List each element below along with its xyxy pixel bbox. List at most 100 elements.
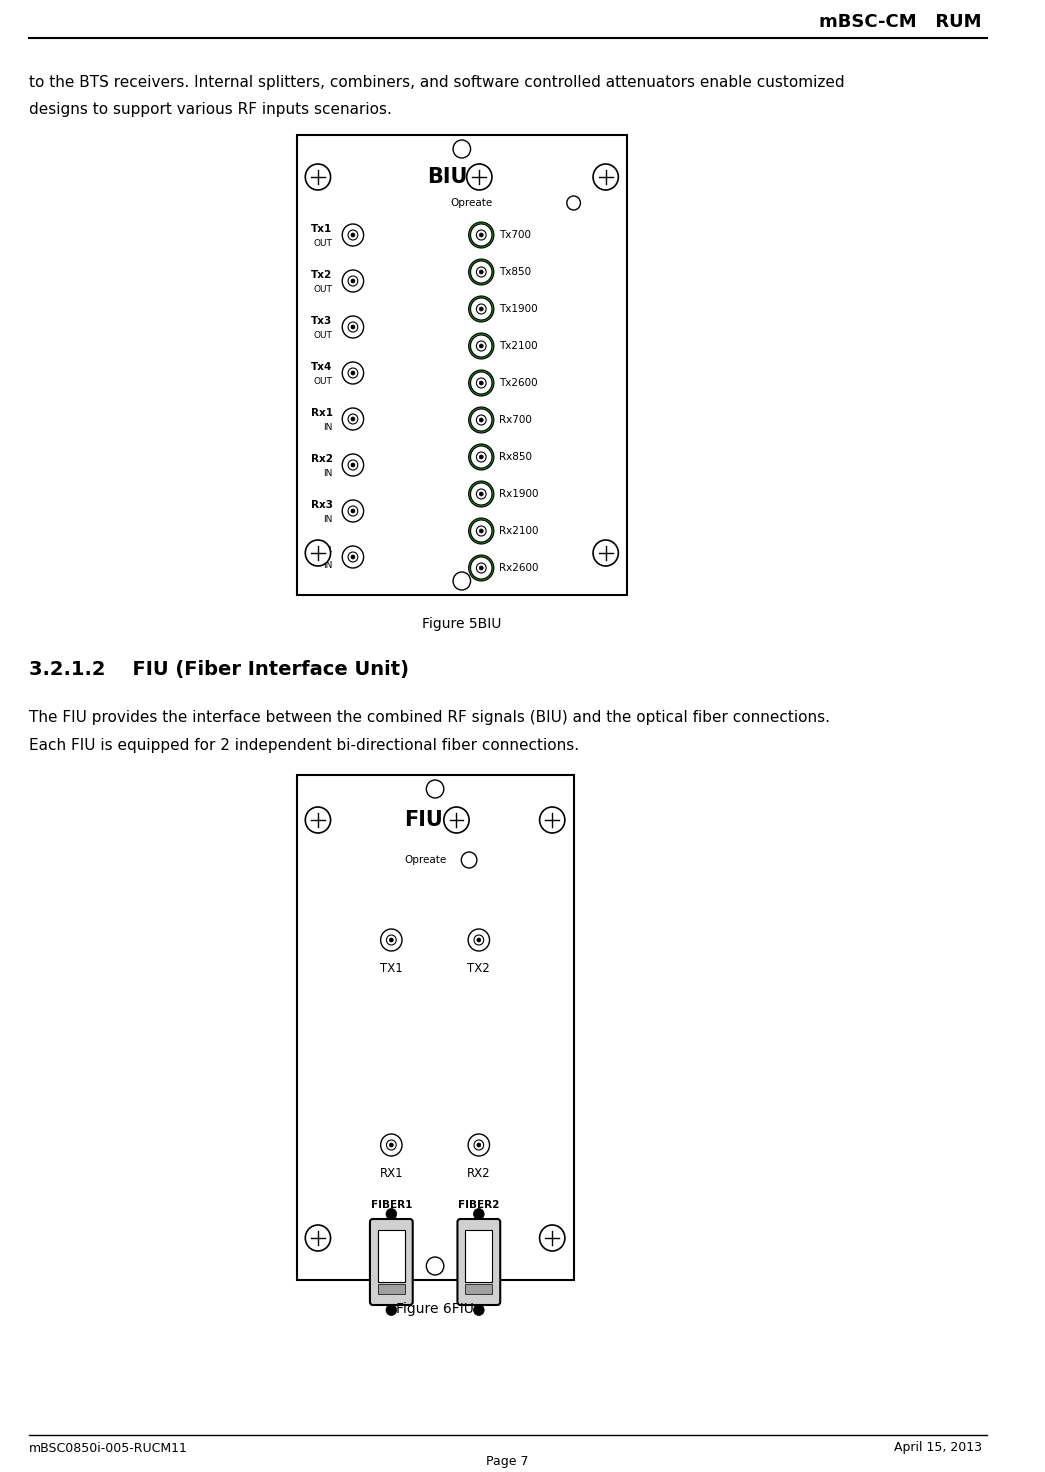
Circle shape [477,562,486,573]
Bar [297,774,574,1281]
Circle shape [342,316,364,339]
Circle shape [468,406,494,433]
Circle shape [480,418,483,422]
Text: BIU: BIU [427,166,467,187]
Circle shape [348,414,357,424]
Bar [465,1284,492,1294]
Circle shape [348,552,357,562]
Circle shape [477,526,486,536]
Circle shape [473,1304,484,1316]
Circle shape [387,935,396,945]
Circle shape [468,555,494,581]
Text: to the BTS receivers. Internal splitters, combiners, and software controlled att: to the BTS receivers. Internal splitters… [29,75,844,90]
Circle shape [470,372,492,394]
Circle shape [470,446,492,468]
Circle shape [468,333,494,359]
Circle shape [470,409,492,431]
Text: Figure 6FIU: Figure 6FIU [396,1303,474,1316]
Circle shape [386,1209,397,1219]
Circle shape [480,381,483,386]
Circle shape [480,528,483,533]
Text: Tx2600: Tx2600 [498,378,537,389]
Text: April 15, 2013: April 15, 2013 [893,1441,982,1454]
Circle shape [454,140,470,158]
Circle shape [470,224,492,246]
Circle shape [380,1133,402,1156]
Circle shape [351,371,355,375]
Circle shape [380,929,402,951]
Bar [377,1284,405,1294]
Circle shape [387,1139,396,1150]
Circle shape [426,1257,444,1275]
Circle shape [468,296,494,322]
Circle shape [470,483,492,505]
Circle shape [444,807,469,833]
Circle shape [454,573,470,590]
Text: Tx1900: Tx1900 [498,305,537,314]
Circle shape [348,506,357,517]
Text: The FIU provides the interface between the combined RF signals (BIU) and the opt: The FIU provides the interface between t… [29,710,830,726]
Text: IN: IN [323,561,332,570]
Circle shape [480,269,483,274]
Circle shape [480,344,483,347]
Circle shape [351,509,355,514]
Text: FIBER2: FIBER2 [458,1200,500,1210]
Circle shape [477,1142,481,1147]
Text: Rx700: Rx700 [498,415,532,425]
Circle shape [426,780,444,798]
Circle shape [480,233,483,237]
Circle shape [477,342,486,350]
Circle shape [477,938,481,942]
Text: OUT: OUT [314,331,332,340]
Circle shape [348,459,357,470]
FancyBboxPatch shape [370,1219,413,1306]
FancyBboxPatch shape [458,1219,501,1306]
Circle shape [477,230,486,240]
Circle shape [305,1225,330,1251]
Circle shape [470,556,492,578]
Text: Each FIU is equipped for 2 independent bi-directional fiber connections.: Each FIU is equipped for 2 independent b… [29,737,579,754]
Circle shape [351,325,355,330]
Circle shape [477,378,486,389]
Circle shape [474,935,484,945]
Text: FIBER1: FIBER1 [371,1200,412,1210]
Text: OUT: OUT [314,284,332,293]
Text: Opreate: Opreate [404,855,446,866]
Circle shape [539,1225,565,1251]
Circle shape [594,163,619,190]
Circle shape [477,415,486,425]
Text: RX1: RX1 [379,1167,403,1181]
Circle shape [351,233,355,237]
Circle shape [390,938,393,942]
Circle shape [348,368,357,378]
Text: Tx2: Tx2 [311,269,332,280]
Circle shape [342,546,364,568]
Text: mBSC0850i-005-RUCM11: mBSC0850i-005-RUCM11 [29,1441,188,1454]
Circle shape [348,230,357,240]
Circle shape [477,266,486,277]
Circle shape [539,807,565,833]
Text: designs to support various RF inputs scenarios.: designs to support various RF inputs sce… [29,102,392,116]
Circle shape [477,489,486,499]
Circle shape [566,196,580,210]
Text: Page 7: Page 7 [486,1456,529,1469]
Bar [297,135,627,595]
Circle shape [470,297,492,319]
Circle shape [342,362,364,384]
Text: mBSC-CM   RUM: mBSC-CM RUM [819,13,982,31]
Circle shape [351,280,355,283]
Text: Rx2600: Rx2600 [498,562,538,573]
Text: Rx3: Rx3 [310,500,332,509]
Text: IN: IN [323,468,332,477]
Circle shape [348,322,357,333]
Circle shape [342,500,364,523]
Circle shape [480,567,483,570]
Circle shape [461,852,477,868]
Circle shape [390,1142,393,1147]
Text: Tx1: Tx1 [311,224,332,234]
Text: 3.2.1.2    FIU (Fiber Interface Unit): 3.2.1.2 FIU (Fiber Interface Unit) [29,659,410,679]
Text: Rx1900: Rx1900 [498,489,538,499]
Circle shape [351,555,355,559]
Circle shape [351,464,355,467]
Circle shape [468,445,494,470]
